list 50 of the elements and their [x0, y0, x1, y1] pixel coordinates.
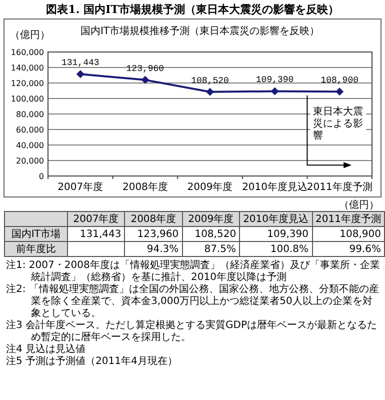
chart-title: 図表1. 国内IT市場規模予測（東日本大震災の影響を反映） — [45, 2, 340, 17]
text: 注1: 2007・2008年度は「情報処理実態調査」（経済産業省）及び「事業所・企業統計調査」（総務省）を基に推計、2010年度以降は予測 — [6, 260, 380, 284]
data-label: 108,900 — [312, 226, 384, 242]
y-tick-label: 140,000 — [10, 64, 44, 72]
category-label: 2011年度予測 — [316, 214, 381, 225]
text: 国内IT市場 — [4, 226, 68, 242]
data-label: 108,520 — [182, 226, 240, 242]
point — [76, 70, 84, 78]
x-tick-label: 2011年度予測 — [306, 181, 372, 193]
y-tick-label: 20,000 — [16, 156, 44, 166]
data-label: 123,960 — [124, 226, 182, 242]
text: 注2: 「情報処理実態調査」は全国の外国公務、国家公務、地方公務、分類不能の産業を除く全産業で、資本金3,000万円以上かつ総従業者50人以上の企業を対象としている。 — [6, 284, 380, 320]
data-label: 131,443 — [67, 226, 125, 242]
x-tick-label: 2009年度 — [187, 181, 233, 193]
text: 109,390 — [256, 75, 294, 86]
x-tick-label: 2007年度 — [58, 181, 104, 193]
category-label: 2007年度 — [73, 214, 119, 225]
text: 94.3% — [124, 242, 182, 256]
text: 87.5% — [182, 242, 240, 256]
y-axis-title: （億円） — [10, 29, 50, 41]
y-tick-label: 160,000 — [10, 48, 44, 57]
y-tick-label: 60,000 — [16, 126, 44, 134]
text: 100.8% — [240, 242, 312, 256]
annotation: 東日本大震災による影響 — [313, 106, 364, 142]
text: 108,520 — [191, 76, 229, 86]
point — [270, 87, 279, 96]
text: 131,443 — [61, 58, 100, 68]
x-tick-label: 2010年度見込 — [242, 181, 308, 193]
y-tick-label: 120,000 — [10, 79, 44, 88]
point — [206, 88, 214, 96]
y-tick-label: 80,000 — [16, 110, 44, 119]
text: 99.6% — [312, 242, 384, 256]
text: 注4 見込は見込値 — [6, 344, 87, 356]
text: （億円） — [339, 198, 379, 212]
text: 前年度比 — [4, 242, 68, 256]
chart-subtitle: 国内IT市場規模推移予測（東日本震災の影響を反映） — [80, 25, 320, 37]
y-tick-label: 40,000 — [16, 141, 44, 150]
y-tick-label: 100,000 — [10, 94, 44, 104]
text: 123,960 — [126, 64, 164, 74]
category-label: 2008年度 — [130, 214, 176, 225]
text: 注3 会計年度ベース。ただし算定根拠とする実質GDPは暦年ベースが最新となるため暫定的に暦年ベースを採用した。 — [6, 320, 378, 344]
point — [141, 76, 150, 84]
data-label: 109,390 — [240, 226, 312, 242]
category-label: 2009年度 — [188, 214, 234, 225]
text: 108,900 — [320, 76, 359, 86]
point — [336, 88, 344, 96]
x-tick-label: 2008年度 — [122, 181, 168, 193]
y-tick-label: 0 — [38, 172, 44, 181]
category-label: 2010年度見込 — [243, 214, 309, 225]
text: 注5 予測は予測値（2011年4月現在） — [6, 356, 178, 368]
